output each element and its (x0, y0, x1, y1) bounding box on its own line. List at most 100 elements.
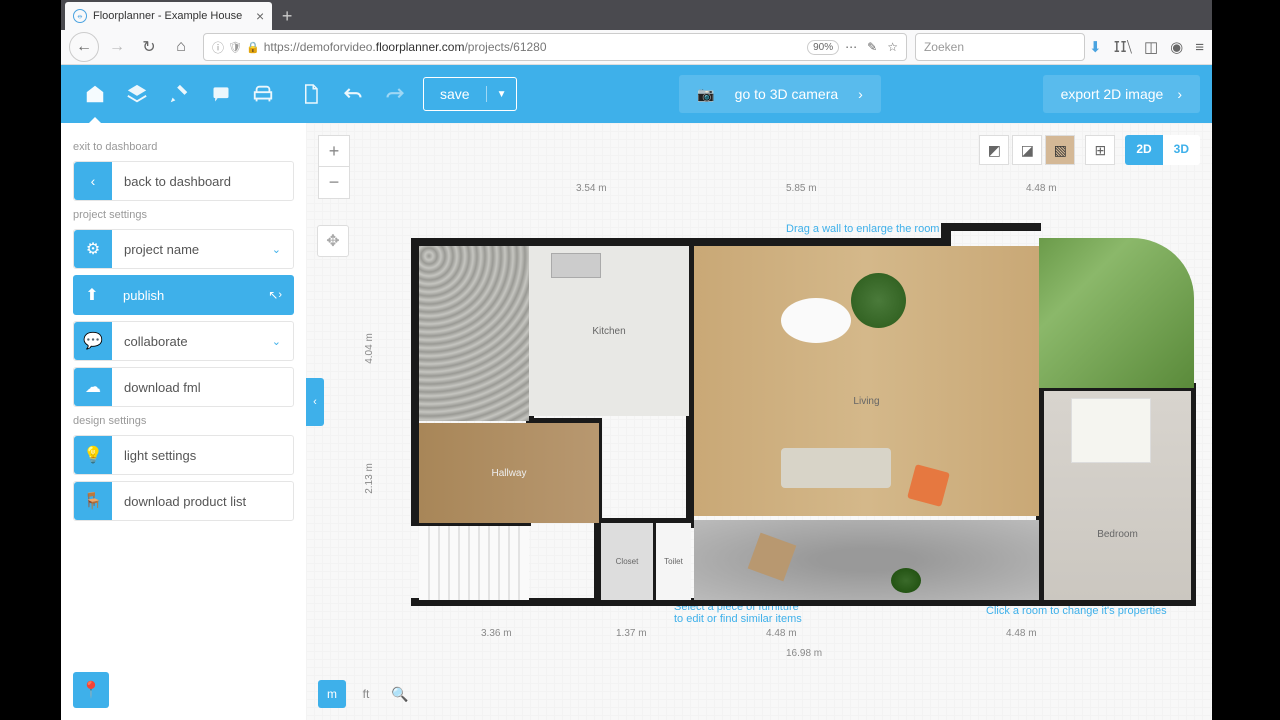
info-icon[interactable]: ⓘ (212, 39, 224, 56)
furniture-sofa[interactable] (781, 448, 891, 488)
bedroom-label: Bedroom (1097, 529, 1138, 540)
new-tab-button[interactable]: + (272, 2, 302, 30)
redo-icon[interactable] (383, 82, 407, 106)
dim-bot2: 1.37 m (616, 628, 647, 639)
furniture-tool-icon[interactable] (251, 82, 275, 106)
home-tool-icon[interactable] (83, 82, 107, 106)
room-rug[interactable] (694, 520, 1039, 600)
library-icon[interactable]: 𝖨𝖨⧹ (1114, 38, 1132, 56)
cloud-download-icon: ☁ (74, 368, 112, 406)
download-products-label: download product list (112, 494, 293, 509)
download-products-button[interactable]: 🪑 download product list (73, 481, 294, 521)
undo-icon[interactable] (341, 82, 365, 106)
light-settings-button[interactable]: 💡 light settings (73, 435, 294, 475)
layers-tool-icon[interactable] (125, 82, 149, 106)
account-icon[interactable]: ◉ (1170, 38, 1183, 56)
chevron-down-icon: ⌄ (272, 243, 293, 256)
browser-tab[interactable]: ⦵ Floorplanner - Example House × (65, 2, 272, 30)
comment-tool-icon[interactable] (209, 82, 233, 106)
chat-icon: 💬 (74, 322, 112, 360)
save-dropdown-icon[interactable]: ▼ (487, 89, 517, 100)
search-bar[interactable]: Zoeken (915, 33, 1085, 61)
more-icon[interactable]: ⋯ (845, 40, 857, 54)
export-button[interactable]: export 2D image › (1043, 75, 1200, 113)
room-patio[interactable] (419, 246, 529, 421)
download-fml-label: download fml (112, 380, 293, 395)
furniture-bed[interactable] (1071, 398, 1151, 463)
dim-bot3: 4.48 m (766, 628, 797, 639)
hint-drag: Drag a wall to enlarge the room (786, 223, 939, 235)
room-hallway[interactable]: Hallway (419, 423, 599, 523)
furniture-table[interactable] (781, 298, 851, 343)
menu-icon[interactable]: ≡ (1195, 39, 1204, 56)
bookmark-icon[interactable]: ☆ (887, 40, 898, 54)
document-icon[interactable] (299, 82, 323, 106)
furniture-counter[interactable] (551, 253, 601, 278)
zoom-indicator[interactable]: 90% (807, 40, 839, 55)
furniture-plant1[interactable] (851, 273, 906, 328)
build-tool-icon[interactable] (167, 82, 191, 106)
canvas-area[interactable]: ‹ + − ✥ ◩ ◪ ▧ ⊞ 2D 3D (306, 123, 1212, 720)
dim-top1: 3.54 m (576, 183, 607, 194)
export-label: export 2D image (1061, 86, 1164, 102)
compass-button[interactable]: ✥ (317, 225, 349, 257)
publish-button[interactable]: ⬆ publish ↖ › (73, 275, 294, 315)
closet-label: Closet (616, 557, 639, 566)
toilet-label: Toilet (664, 557, 683, 566)
chevron-right-icon: › (278, 289, 294, 301)
room-toilet[interactable]: Toilet (656, 523, 691, 600)
location-pin-button[interactable]: 📍 (73, 672, 109, 708)
zoom-in-button[interactable]: + (318, 135, 350, 167)
unit-m-button[interactable]: m (318, 680, 346, 708)
chevron-right-icon: › (1177, 86, 1182, 102)
zoom-out-button[interactable]: − (318, 167, 350, 199)
reload-button[interactable]: ↻ (135, 33, 163, 61)
app-toolbar: save ▼ 📷 go to 3D camera › export 2D ima… (61, 65, 1212, 123)
texture-view-1[interactable]: ◩ (979, 135, 1009, 165)
url-bar[interactable]: ⓘ 🛡 🔒 https://demoforvideo.floorplanner.… (203, 33, 907, 61)
save-button[interactable]: save ▼ (423, 77, 517, 111)
search-icon[interactable]: 🔍 (386, 680, 414, 708)
texture-view-3[interactable]: ▧ (1045, 135, 1075, 165)
upload-icon: ⬆ (73, 276, 111, 314)
chair-icon: 🪑 (74, 482, 112, 520)
camera-label: go to 3D camera (735, 86, 839, 102)
shield-icon: 🛡 (228, 41, 242, 54)
exit-section-label: exit to dashboard (73, 141, 294, 153)
download-icon[interactable]: ⬇ (1089, 38, 1102, 56)
save-label[interactable]: save (424, 86, 487, 102)
back-button[interactable]: ← (69, 32, 99, 62)
project-name-button[interactable]: ⚙ project name ⌄ (73, 229, 294, 269)
camera-button[interactable]: 📷 go to 3D camera › (679, 75, 881, 113)
room-stairs[interactable] (419, 526, 529, 600)
home-button[interactable]: ⌂ (167, 33, 195, 61)
forward-button[interactable]: → (103, 33, 131, 61)
sidebar-collapse-button[interactable]: ‹ (306, 378, 324, 426)
furniture-plant2[interactable] (891, 568, 921, 593)
collaborate-button[interactable]: 💬 collaborate ⌄ (73, 321, 294, 361)
back-label: back to dashboard (112, 174, 293, 189)
camera-icon: 📷 (697, 86, 714, 103)
room-closet[interactable]: Closet (601, 523, 653, 600)
chevron-down-icon: ⌄ (272, 335, 293, 348)
dim-bot1: 3.36 m (481, 628, 512, 639)
settings-view-button[interactable]: ⊞ (1085, 135, 1115, 165)
edit-icon[interactable]: ✎ (867, 40, 877, 54)
sidebar-icon[interactable]: ◫ (1144, 38, 1158, 56)
kitchen-label: Kitchen (592, 326, 625, 337)
tab-close-icon[interactable]: × (256, 8, 264, 24)
texture-view-2[interactable]: ◪ (1012, 135, 1042, 165)
unit-ft-button[interactable]: ft (352, 680, 380, 708)
chevron-right-icon: › (858, 86, 863, 102)
stairs-icon (419, 526, 529, 600)
floorplan[interactable]: Kitchen Living Hallway Closet Toilet Bed… (411, 238, 1196, 598)
view-2d-button[interactable]: 2D (1125, 135, 1162, 165)
collaborate-label: collaborate (112, 334, 272, 349)
dim-bot4: 4.48 m (1006, 628, 1037, 639)
design-section-label: design settings (73, 415, 294, 427)
room-garden[interactable] (1039, 238, 1194, 388)
project-section-label: project settings (73, 209, 294, 221)
back-to-dashboard-button[interactable]: ‹ back to dashboard (73, 161, 294, 201)
view-3d-button[interactable]: 3D (1163, 135, 1200, 165)
download-fml-button[interactable]: ☁ download fml (73, 367, 294, 407)
